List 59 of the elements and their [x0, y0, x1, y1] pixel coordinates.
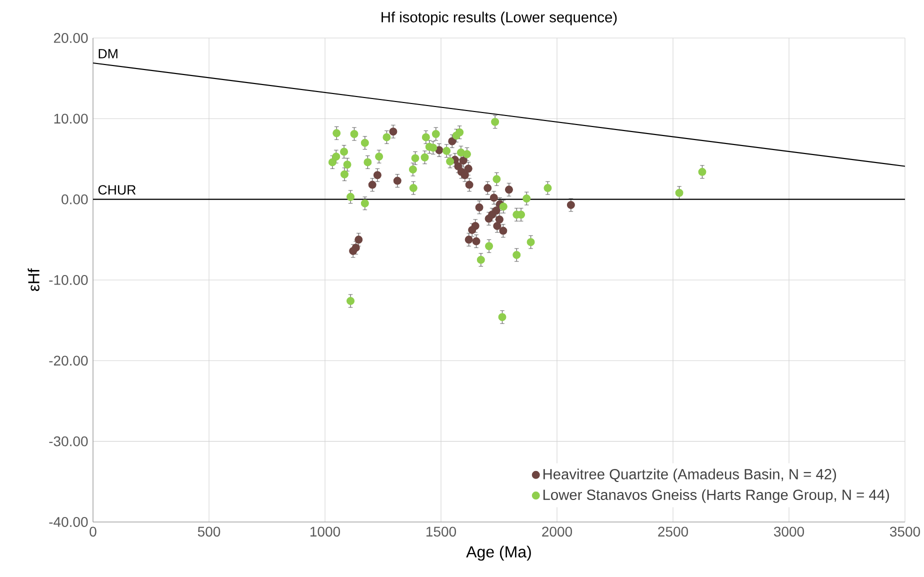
y-tick-label: 20.00	[54, 33, 88, 43]
point	[544, 184, 552, 192]
y-tick-label: -10.00	[49, 275, 88, 285]
point	[485, 242, 494, 250]
point	[340, 148, 348, 156]
point	[675, 188, 684, 197]
point	[420, 153, 429, 162]
x-tick-label: 2500	[658, 526, 688, 537]
point	[373, 171, 382, 180]
point	[368, 180, 376, 189]
point	[491, 118, 500, 126]
point	[332, 129, 341, 138]
y-tick-label: -40.00	[49, 517, 88, 527]
y-tick-label: 10.00	[54, 114, 88, 124]
point	[698, 168, 706, 176]
point	[409, 184, 418, 192]
point	[375, 152, 384, 161]
point	[346, 192, 355, 201]
series-label: DM	[98, 49, 118, 58]
point	[350, 130, 358, 138]
point	[526, 238, 535, 246]
y-tick-label: -20.00	[49, 356, 88, 366]
x-tick-label: 2000	[542, 526, 572, 537]
point	[360, 199, 369, 208]
point	[490, 194, 498, 202]
chart-title: Hf isotopic results (Lower sequence)	[382, 12, 617, 26]
point	[382, 133, 391, 142]
point	[522, 194, 531, 203]
x-tick-label: 1000	[310, 526, 340, 537]
point	[499, 226, 508, 235]
y-axis-title: εHf	[28, 268, 40, 292]
ref-line-label: CHUR	[98, 185, 136, 195]
point	[393, 176, 402, 185]
y-tick-label: -30.00	[49, 436, 88, 446]
point	[566, 200, 575, 209]
y-tick-label: 0.00	[62, 194, 88, 204]
point	[346, 296, 355, 305]
point	[472, 237, 480, 246]
x-axis-title: Age (Ma)	[466, 546, 531, 561]
point	[360, 138, 369, 147]
point	[512, 250, 521, 259]
point	[492, 175, 501, 184]
legend-label: Lower Stanavos Gneiss (Harts Range Group, N = 44)	[543, 489, 889, 503]
x-tick-label: 3000	[774, 526, 804, 537]
x-tick-label: 0	[90, 526, 96, 537]
point	[364, 158, 372, 166]
point	[484, 184, 492, 192]
point	[504, 186, 513, 194]
x-tick-label: 500	[198, 526, 220, 537]
point	[476, 256, 485, 264]
point	[456, 148, 465, 157]
x-tick-label: 3500	[890, 526, 920, 537]
point	[475, 203, 484, 212]
legend-label: Heavitree Quartzite (Amadeus Basin, N = 42)	[543, 468, 836, 482]
point	[389, 128, 398, 136]
point	[498, 313, 506, 322]
x-tick-label: 1500	[426, 526, 456, 537]
point	[465, 180, 474, 189]
point	[432, 130, 440, 138]
